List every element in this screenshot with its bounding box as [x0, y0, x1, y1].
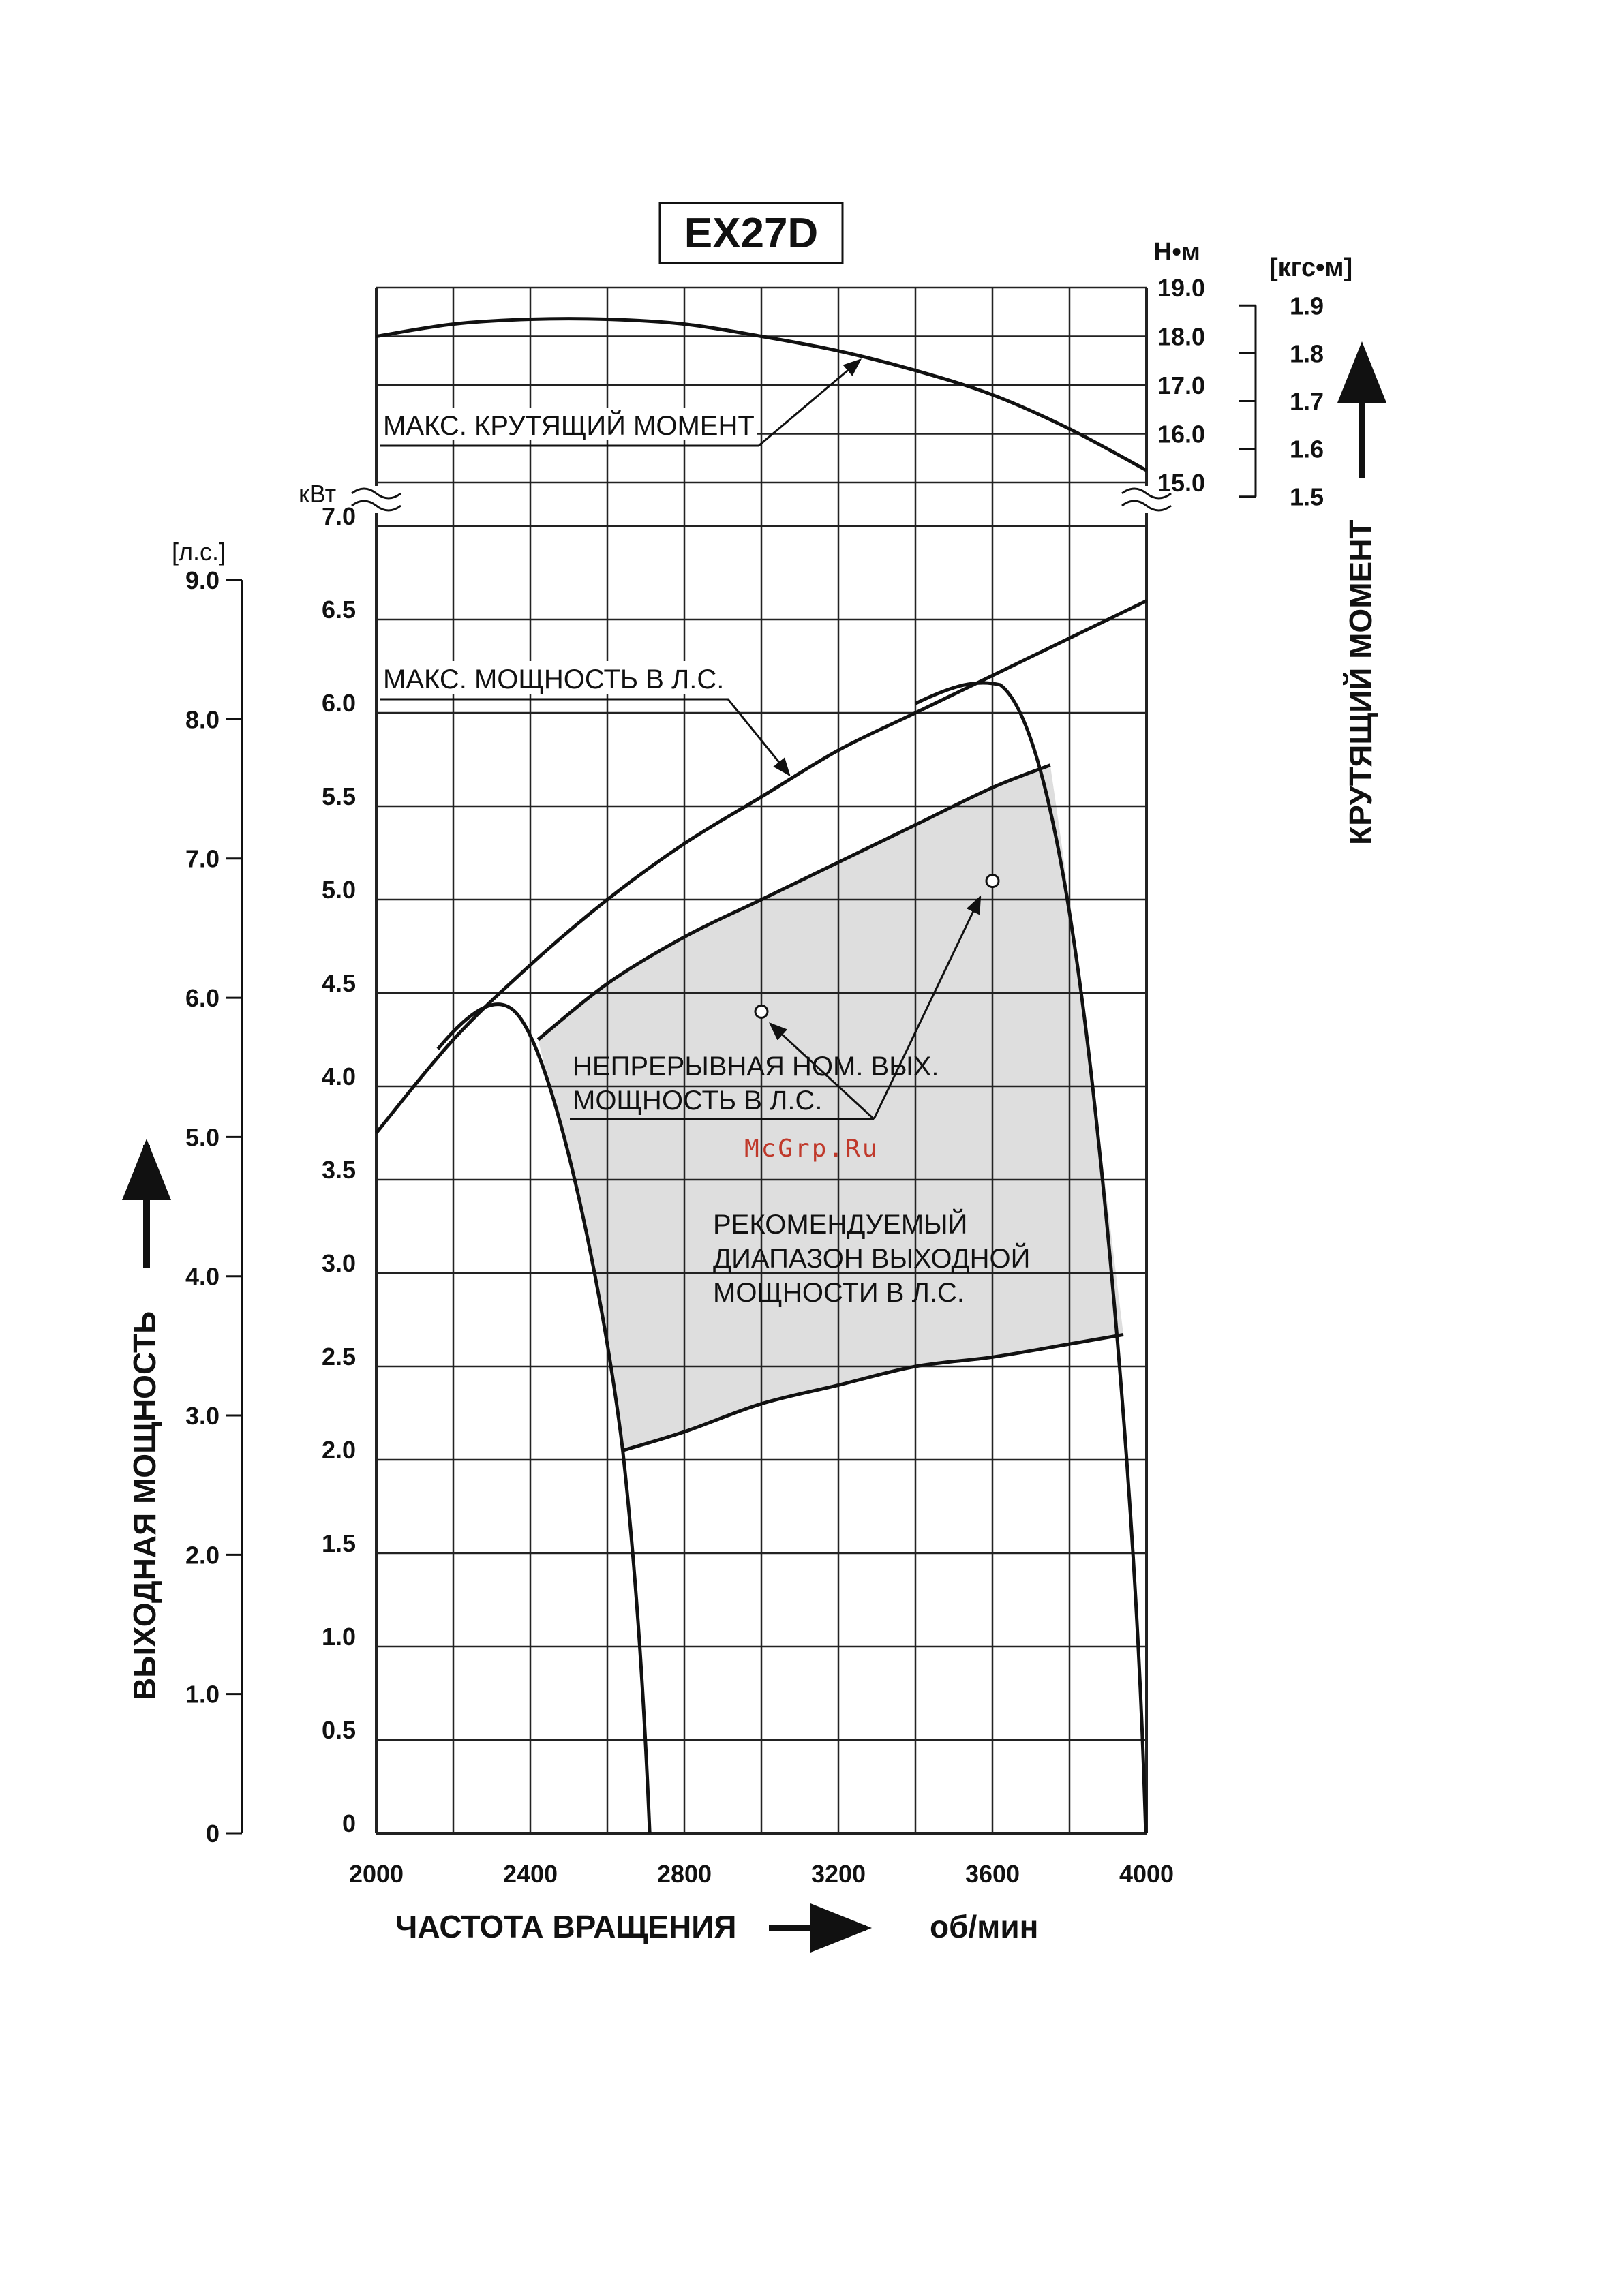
rated-point-marker	[754, 1004, 769, 1019]
hp-tick-label: 1.0	[185, 1681, 219, 1709]
hp-tick-label: 3.0	[185, 1402, 219, 1430]
max-power-leader	[380, 698, 791, 777]
max-torque-label-bg	[378, 408, 757, 440]
x-axis-label: ЧАСТОТА ВРАЩЕНИЯ	[395, 1909, 736, 1944]
torque-nm-unit: Н•м	[1153, 238, 1200, 266]
kw-tick-label: 6.5	[322, 596, 356, 624]
max-torque-curve	[376, 317, 1148, 472]
x-tick-label: 3600	[965, 1860, 1020, 1888]
max-torque-leader	[380, 358, 862, 447]
hp-tick-label: 8.0	[185, 705, 219, 733]
kw-tick-label: 5.0	[322, 876, 356, 904]
range-label-2: ДИАПАЗОН ВЫХОДНОЙ	[713, 1242, 1030, 1274]
torque-kgf-tick-label: 1.9	[1290, 292, 1324, 320]
hp-tick-label: 2.0	[185, 1541, 219, 1569]
torque-nm-tick-label: 17.0	[1157, 371, 1205, 399]
torque-kgf-tick-label: 1.8	[1290, 339, 1324, 367]
torque-axis-label: КРУТЯЩИЙ МОМЕНТ	[1343, 519, 1378, 845]
hp-tick-label: 7.0	[185, 845, 219, 873]
continuous-leader-2	[873, 895, 982, 1120]
kw-tick-label: 2.0	[322, 1436, 356, 1464]
watermark: McGrp.Ru	[744, 1135, 879, 1163]
range-label-1: РЕКОМЕНДУЕМЫЙ	[713, 1208, 967, 1240]
kw-tick-label: 1.0	[322, 1623, 356, 1651]
hp-tick-label: 6.0	[185, 984, 219, 1012]
title-box	[658, 202, 844, 264]
continuous-leader-1	[769, 1022, 875, 1120]
kw-tick-label: 0	[342, 1809, 356, 1837]
max-power-annotation: МАКС. МОЩНОСТЬ В Л.С.	[378, 661, 791, 777]
kw-tick-label: 7.0	[322, 502, 356, 530]
kw-tick-label: 1.5	[322, 1529, 356, 1557]
torque-nm-tick-label: 15.0	[1157, 469, 1205, 497]
continuous-label-1: НЕПРЕРЫВНАЯ НОМ. ВЫХ.	[573, 1052, 939, 1082]
torque-kgf-unit: [кгс•м]	[1269, 254, 1352, 282]
x-tick-label: 2800	[657, 1860, 712, 1888]
torque-nm-tick-label: 18.0	[1157, 323, 1205, 351]
x-axis-unit: об/мин	[930, 1909, 1038, 1944]
kw-tick-label: 3.0	[322, 1249, 356, 1277]
hp-tick-label: 0	[206, 1820, 219, 1848]
left-axis-break-wave-1	[351, 487, 401, 500]
hp-tick-label: 4.0	[185, 1263, 219, 1291]
hp-unit: [л.с.]	[172, 538, 226, 566]
right-axis-break-wave-2	[1121, 500, 1172, 512]
max-power-label: МАКС. МОЩНОСТЬ В Л.С.	[383, 664, 724, 694]
max-power-label-bg	[378, 661, 726, 694]
max-torque-annotation: МАКС. КРУТЯЩИЙ МОМЕНТ	[378, 358, 862, 447]
x-tick-label: 4000	[1119, 1860, 1174, 1888]
tick-labels: 2000 2400 2800 3200 3600 4000 0 0.5 1.0 1.5 2.0 2.5…	[185, 274, 1324, 1888]
low-speed-boundary-curve	[436, 1002, 652, 1834]
kw-tick-label: 4.0	[322, 1062, 356, 1090]
continuous-power-annotation: НЕПРЕРЫВНАЯ НОМ. ВЫХ. МОЩНОСТЬ В Л.С.	[570, 895, 982, 1120]
chart-title: EX27D	[684, 210, 818, 257]
left-axis-break-mask	[353, 486, 399, 513]
kw-tick-label: 6.0	[322, 689, 356, 717]
max-torque-label: МАКС. КРУТЯЩИЙ МОМЕНТ	[383, 410, 755, 441]
x-tick-label: 2000	[349, 1860, 404, 1888]
kw-tick-label: 0.5	[322, 1716, 356, 1744]
kw-tick-label: 2.5	[322, 1343, 356, 1371]
hp-tick-label: 5.0	[185, 1123, 219, 1151]
rated-point-marker	[985, 874, 1000, 889]
torque-nm-tick-label: 16.0	[1157, 420, 1205, 448]
torque-kgf-tick-label: 1.5	[1290, 483, 1324, 511]
x-tick-label: 3200	[811, 1860, 866, 1888]
torque-kgf-tick-label: 1.7	[1290, 388, 1324, 416]
range-label-3: МОЩНОСТИ В Л.С.	[713, 1278, 965, 1308]
kw-tick-label: 3.5	[322, 1156, 356, 1184]
high-speed-boundary-curve	[914, 681, 1148, 1834]
grid	[351, 286, 1172, 1835]
kw-tick-label: 5.5	[322, 782, 356, 810]
torque-nm-tick-label: 19.0	[1157, 274, 1205, 302]
curves	[375, 317, 1148, 1834]
axes	[226, 304, 1257, 1835]
torque-kgf-tick-label: 1.6	[1290, 435, 1324, 463]
right-axis-break-wave-1	[1121, 487, 1172, 500]
hp-tick-label: 9.0	[185, 566, 219, 594]
left-axis-break-wave-2	[351, 500, 401, 512]
recommended-range-annotation: РЕКОМЕНДУЕМЫЙ ДИАПАЗОН ВЫХОДНОЙ МОЩНОСТИ…	[713, 1208, 1030, 1308]
minimum-power-curve	[622, 1332, 1124, 1452]
max-power-curve	[375, 599, 1148, 1135]
kw-unit: кВт	[299, 480, 336, 508]
x-tick-label: 2400	[503, 1860, 558, 1888]
continuous-power-curve	[536, 763, 1051, 1041]
continuous-label-2: МОЩНОСТЬ В Л.С.	[573, 1086, 822, 1116]
kw-tick-label: 4.5	[322, 969, 356, 997]
right-axis-break-mask	[1123, 486, 1170, 513]
y-axis-label: ВЫХОДНАЯ МОЩНОСТЬ	[127, 1311, 162, 1700]
